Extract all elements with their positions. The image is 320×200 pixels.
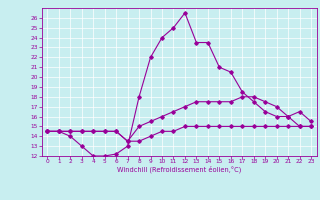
- X-axis label: Windchill (Refroidissement éolien,°C): Windchill (Refroidissement éolien,°C): [117, 166, 241, 173]
